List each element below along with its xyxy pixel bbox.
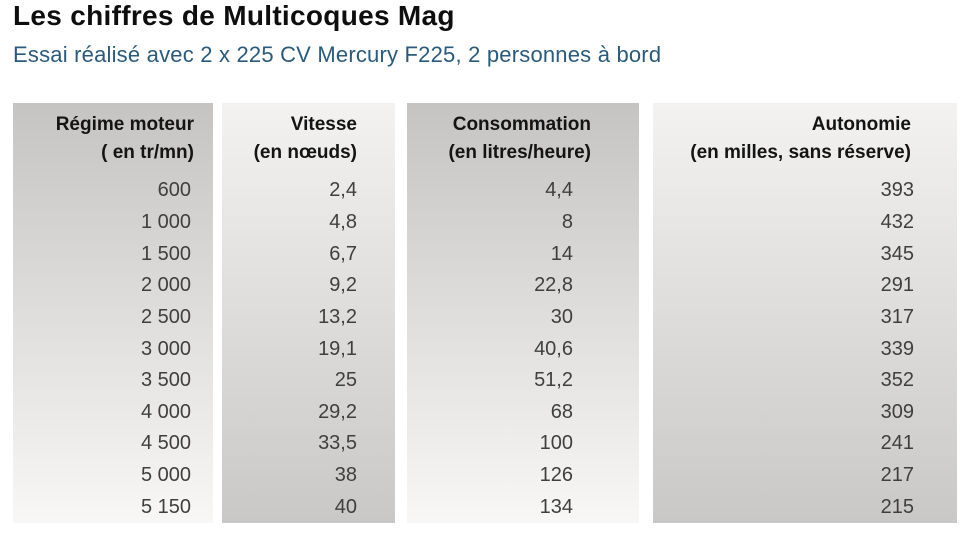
table-cell-autonomy: 317	[880, 305, 914, 328]
column-speed-header: Vitesse (en nœuds)	[222, 103, 395, 175]
table-cell-autonomy: 215	[880, 495, 914, 518]
table-cell-autonomy: 241	[880, 432, 914, 455]
table-cell-speed: 29,2	[318, 400, 357, 423]
table-cell-autonomy: 217	[880, 464, 914, 487]
column-consumption: Consommation (en litres/heure) 4,4 8 14 …	[407, 103, 639, 523]
table-cell-consumption: 134	[539, 495, 573, 518]
column-autonomy: Autonomie (en milles, sans réserve) 393 …	[653, 103, 957, 523]
table-cell-rpm: 5 000	[140, 464, 191, 487]
table-cell-consumption: 126	[539, 464, 573, 487]
table-cell-consumption: 4,4	[545, 179, 573, 202]
column-speed: Vitesse (en nœuds) 2,4 4,8 6,7 9,2 13,2 …	[222, 103, 395, 523]
column-consumption-header: Consommation (en litres/heure)	[407, 103, 639, 175]
table-cell-speed: 6,7	[329, 242, 357, 265]
table-cell-autonomy: 309	[880, 400, 914, 423]
table-cell-speed: 25	[334, 369, 357, 392]
table-cell-consumption: 22,8	[534, 274, 573, 297]
performance-table: Régime moteur ( en tr/mn) 600 1 000 1 50…	[0, 103, 969, 523]
column-speed-unit: (en nœuds)	[253, 142, 357, 163]
table-cell-autonomy: 432	[880, 210, 914, 233]
page-title: Les chiffres de Multicoques Mag	[13, 0, 455, 31]
column-autonomy-title: Autonomie	[811, 114, 911, 135]
table-cell-rpm: 3 000	[140, 337, 191, 360]
column-rpm-header: Régime moteur ( en tr/mn)	[13, 103, 213, 175]
table-cell-autonomy: 339	[880, 337, 914, 360]
column-autonomy-unit: (en milles, sans réserve)	[690, 142, 911, 163]
table-cell-autonomy: 352	[880, 369, 914, 392]
column-rpm-unit: ( en tr/mn)	[101, 142, 194, 163]
table-cell-consumption: 8	[561, 210, 573, 233]
table-cell-rpm: 5 150	[140, 495, 191, 518]
column-speed-title: Vitesse	[290, 114, 357, 135]
column-consumption-title: Consommation	[452, 114, 591, 135]
table-cell-consumption: 68	[550, 400, 573, 423]
page-subtitle: Essai réalisé avec 2 x 225 CV Mercury F2…	[13, 42, 662, 67]
table-cell-consumption: 30	[550, 305, 573, 328]
table-cell-rpm: 1 000	[140, 210, 191, 233]
table-cell-speed: 33,5	[318, 432, 357, 455]
table-cell-speed: 9,2	[329, 274, 357, 297]
column-rpm: Régime moteur ( en tr/mn) 600 1 000 1 50…	[13, 103, 213, 523]
table-cell-consumption: 14	[550, 242, 573, 265]
table-cell-rpm: 2 000	[140, 274, 191, 297]
table-cell-speed: 13,2	[318, 305, 357, 328]
table-cell-rpm: 1 500	[140, 242, 191, 265]
table-cell-speed: 38	[334, 464, 357, 487]
table-cell-speed: 2,4	[329, 179, 357, 202]
table-cell-speed: 19,1	[318, 337, 357, 360]
table-cell-autonomy: 345	[880, 242, 914, 265]
table-cell-consumption: 100	[539, 432, 573, 455]
table-cell-consumption: 40,6	[534, 337, 573, 360]
table-cell-consumption: 51,2	[534, 369, 573, 392]
column-autonomy-header: Autonomie (en milles, sans réserve)	[653, 103, 957, 175]
table-cell-rpm: 600	[157, 179, 191, 202]
table-cell-rpm: 4 500	[140, 432, 191, 455]
column-consumption-unit: (en litres/heure)	[448, 142, 591, 163]
table-cell-autonomy: 291	[880, 274, 914, 297]
table-cell-speed: 40	[334, 495, 357, 518]
table-cell-speed: 4,8	[329, 210, 357, 233]
table-cell-autonomy: 393	[880, 179, 914, 202]
table-cell-rpm: 4 000	[140, 400, 191, 423]
column-rpm-title: Régime moteur	[55, 114, 194, 135]
table-cell-rpm: 2 500	[140, 305, 191, 328]
table-cell-rpm: 3 500	[140, 369, 191, 392]
